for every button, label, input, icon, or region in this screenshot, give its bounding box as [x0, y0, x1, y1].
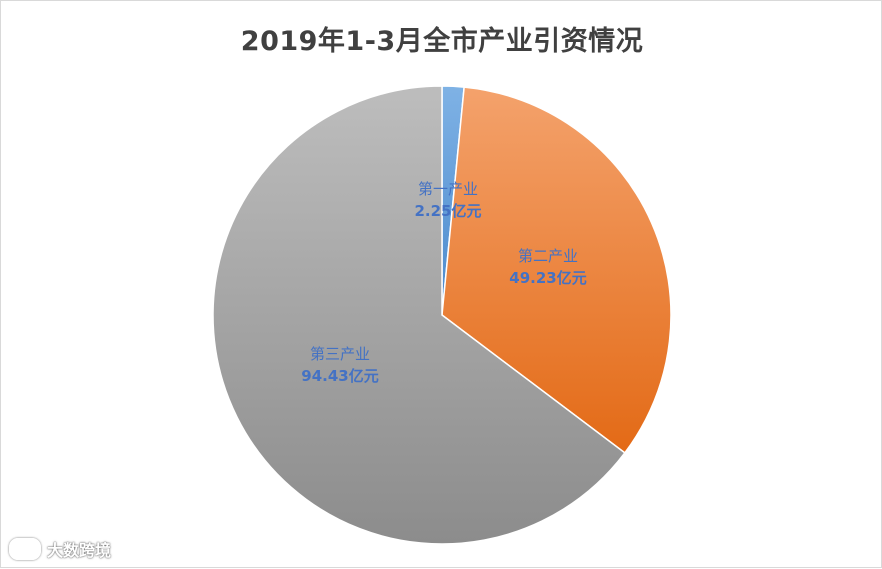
slice-label-value-3: 94.43亿元 — [301, 367, 378, 385]
slice-label-name-2: 第二产业 — [518, 247, 578, 265]
watermark-text: 大数跨境 — [47, 541, 112, 560]
slice-label-value-2: 49.23亿元 — [509, 269, 586, 287]
ic-logo-icon — [9, 538, 41, 560]
pie-slice-3 — [212, 85, 626, 545]
chart-title: 2019年1-3月全市产业引资情况 — [240, 26, 644, 57]
slice-label-value-1: 2.25亿元 — [414, 202, 481, 220]
pie-slice-2 — [441, 86, 672, 454]
slice-label-name-1: 第一产业 — [418, 180, 478, 198]
slice-label-name-3: 第三产业 — [310, 345, 370, 363]
watermark: 大数跨境 — [9, 537, 111, 561]
